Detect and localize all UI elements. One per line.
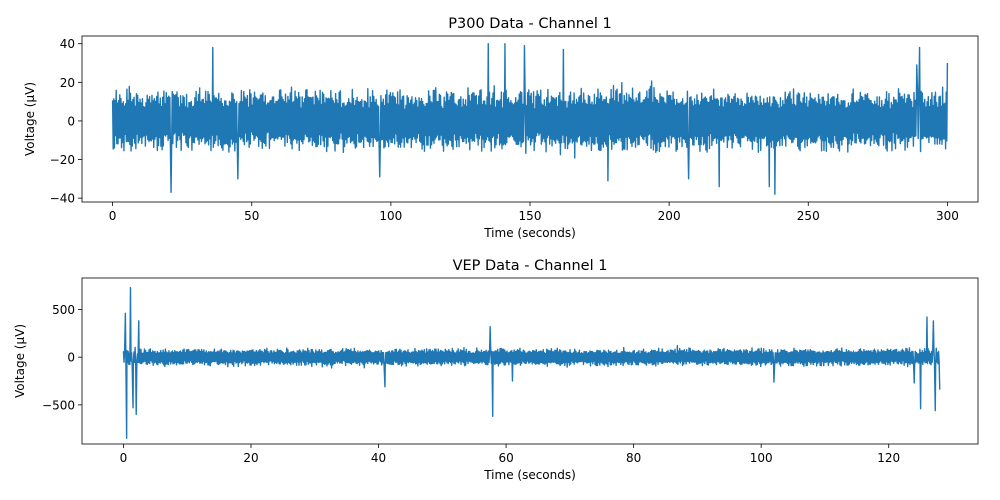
- series-line-1: [111, 43, 949, 195]
- x-tick-label: 0: [120, 451, 128, 465]
- chart-panel-2: 0 20 40 60 80 100 120 −500 0 500 VEP Data - Channe…: [13, 258, 979, 482]
- chart-panel-1: 0 50 100 150 200 250 300 −40 −20 0 20 40 P300 Data -…: [23, 16, 979, 240]
- y-tick-label: 20: [60, 76, 75, 90]
- series-line-1: [122, 286, 941, 439]
- x-axis-label: Time (seconds): [483, 468, 576, 482]
- x-tick-label: 100: [379, 209, 402, 223]
- y-tick-label: −20: [50, 153, 75, 167]
- y-tick-label: −40: [50, 192, 75, 206]
- x-tick-label: 300: [936, 209, 959, 223]
- x-tick-label: 40: [371, 451, 386, 465]
- x-tick-label: 60: [498, 451, 513, 465]
- chart-title: P300 Data - Channel 1: [448, 16, 611, 32]
- axes-frame: [81, 277, 979, 445]
- x-tick-label: 200: [658, 209, 681, 223]
- x-tick-label: 20: [243, 451, 258, 465]
- y-axis-label: Voltage (µV): [13, 324, 27, 398]
- x-tick-label: 100: [750, 451, 773, 465]
- y-tick-label: −500: [42, 398, 75, 412]
- y-axis-label: Voltage (µV): [23, 82, 37, 156]
- x-axis-label: Time (seconds): [483, 226, 576, 240]
- chart-title: VEP Data - Channel 1: [453, 258, 608, 274]
- x-tick-label: 50: [244, 209, 259, 223]
- y-tick-label: 500: [52, 303, 75, 317]
- x-tick-label: 0: [109, 209, 117, 223]
- x-tick-label: 80: [626, 451, 641, 465]
- x-tick-label: 150: [519, 209, 542, 223]
- x-tick-label: 250: [797, 209, 820, 223]
- x-tick-label: 120: [877, 451, 900, 465]
- y-tick-label: 0: [67, 351, 75, 365]
- y-tick-label: 0: [67, 114, 75, 128]
- y-tick-label: 40: [60, 37, 75, 51]
